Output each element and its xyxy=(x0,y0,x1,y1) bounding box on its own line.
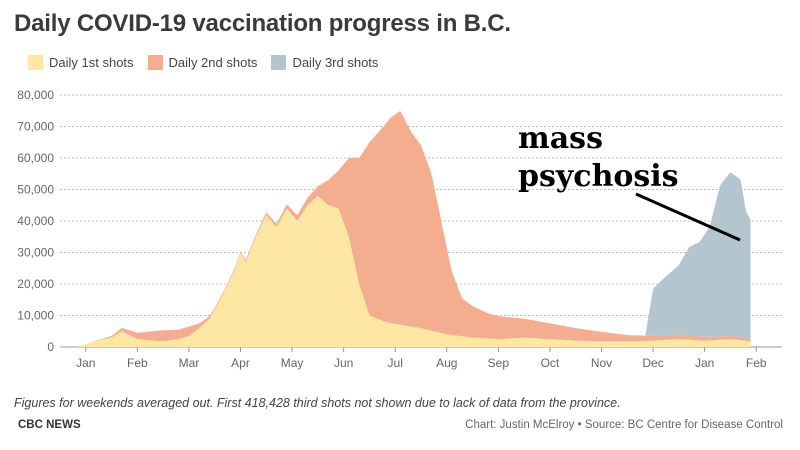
annotation-line-2: psychosis xyxy=(518,159,679,194)
chart-areas xyxy=(78,111,751,347)
y-tick-label: 0 xyxy=(47,340,54,354)
x-tick-label: Oct xyxy=(541,356,560,370)
y-tick-label: 50,000 xyxy=(17,183,54,197)
y-tick-label: 40,000 xyxy=(17,214,54,228)
chart-footnote: Figures for weekends averaged out. First… xyxy=(14,396,621,410)
legend-label-third-shots: Daily 3rd shots xyxy=(292,55,379,70)
x-tick-label: Aug xyxy=(436,356,457,370)
legend-item-first-shots: Daily 1st shots xyxy=(28,55,134,70)
legend-item-second-shots: Daily 2nd shots xyxy=(147,55,258,70)
x-tick-label: Jan xyxy=(695,356,714,370)
x-tick-label: Sep xyxy=(488,356,510,370)
x-tick-label: Jan xyxy=(76,356,95,370)
y-tick-label: 20,000 xyxy=(17,277,54,291)
x-tick-label: Nov xyxy=(591,356,612,370)
annotation-line-1: mass xyxy=(518,121,603,156)
chart-credit: Chart: Justin McElroy • Source: BC Centr… xyxy=(465,419,783,431)
chart-legend: Daily 1st shots Daily 2nd shots Daily 3r… xyxy=(28,55,378,70)
y-tick-label: 60,000 xyxy=(17,151,54,165)
y-tick-label: 80,000 xyxy=(17,88,54,102)
legend-item-third-shots: Daily 3rd shots xyxy=(271,55,378,70)
legend-swatch-first-shots xyxy=(28,55,43,70)
x-tick-label: Jul xyxy=(388,356,403,370)
legend-swatch-third-shots xyxy=(271,55,287,70)
annotation-arrow xyxy=(635,192,741,242)
x-tick-label: May xyxy=(281,356,304,370)
y-tick-label: 10,000 xyxy=(17,309,54,323)
y-tick-label: 70,000 xyxy=(17,120,54,134)
area-series-1 xyxy=(78,196,751,347)
legend-label-second-shots: Daily 2nd shots xyxy=(168,55,258,70)
chart-title: Daily COVID-19 vaccination progress in B… xyxy=(14,10,511,37)
x-axis-ticks: Jan Feb Mar Apr May Jun Jul Aug Sep Oct Nov Dec Jan F… xyxy=(76,347,767,370)
x-tick-label: Apr xyxy=(231,356,250,370)
y-axis-ticks: 0 10,000 20,000 30,000 40,000 50,000 60,000 70,… xyxy=(17,88,54,354)
x-tick-label: Feb xyxy=(746,356,767,370)
x-tick-label: Feb xyxy=(127,356,148,370)
brand-label: CBC NEWS xyxy=(18,419,81,431)
y-tick-label: 30,000 xyxy=(17,246,54,260)
x-tick-label: Jun xyxy=(334,356,353,370)
x-tick-label: Dec xyxy=(642,356,663,370)
x-tick-label: Mar xyxy=(179,356,200,370)
legend-label-first-shots: Daily 1st shots xyxy=(49,55,134,70)
annotation-text: mass psychosis xyxy=(518,120,679,196)
area-series-3 xyxy=(78,111,751,347)
legend-swatch-second-shots xyxy=(147,55,163,70)
area-series-2 xyxy=(78,111,751,347)
